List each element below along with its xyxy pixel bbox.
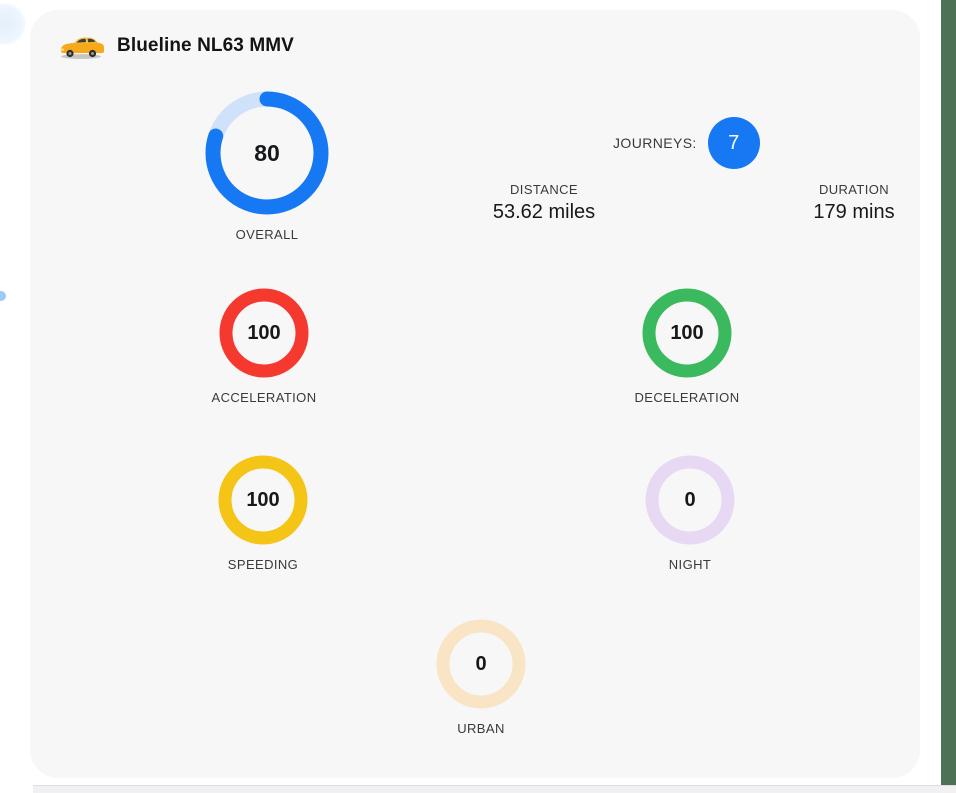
- gauge-night-value: 0: [684, 488, 696, 511]
- duration-stat: DURATION 179 mins: [774, 182, 934, 224]
- duration-value: 179 mins: [813, 201, 895, 223]
- gauge-acceleration-label: ACCELERATION: [211, 390, 317, 405]
- distance-label: DISTANCE: [510, 182, 578, 197]
- gauge-acceleration-value: 100: [247, 321, 281, 344]
- gauge-speeding-label: SPEEDING: [227, 557, 299, 572]
- gauge-urban-label: URBAN: [457, 721, 505, 736]
- gauge-urban-value: 0: [475, 652, 487, 675]
- bottom-edge-strip: [33, 785, 956, 793]
- vehicle-score-card: Blueline NL63 MMV JOURNEYS: 7 DISTANCE 5…: [30, 10, 920, 778]
- gauge-overall-ring: 80: [205, 91, 329, 215]
- edge-artifact-blob: [0, 3, 26, 45]
- distance-stat: DISTANCE 53.62 miles: [464, 182, 624, 224]
- gauge-overall-value: 80: [254, 139, 280, 166]
- gauge-speeding: 100 SPEEDING: [178, 455, 348, 572]
- edge-artifact-dot: [0, 291, 6, 301]
- journeys-badge: 7: [707, 117, 760, 169]
- gauge-speeding-ring: 100: [218, 455, 308, 545]
- right-edge-strip: [941, 0, 956, 786]
- gauge-speeding-value: 100: [246, 488, 280, 511]
- vehicle-header[interactable]: Blueline NL63 MMV: [58, 32, 294, 60]
- gauge-deceleration-value: 100: [670, 321, 704, 344]
- gauge-deceleration-label: DECELERATION: [634, 390, 740, 405]
- gauge-overall: 80 OVERALL: [182, 91, 352, 242]
- journeys-count: 7: [728, 131, 740, 154]
- gauge-acceleration: 100 ACCELERATION: [179, 288, 349, 405]
- gauge-urban-ring: 0: [436, 619, 526, 709]
- gauge-deceleration: 100 DECELERATION: [602, 288, 772, 405]
- vehicle-title: Blueline NL63 MMV: [117, 35, 294, 56]
- gauge-deceleration-ring: 100: [642, 288, 732, 378]
- gauge-night: 0 NIGHT: [605, 455, 775, 572]
- gauge-acceleration-ring: 100: [219, 288, 309, 378]
- gauge-night-ring: 0: [645, 455, 735, 545]
- gauge-night-label: NIGHT: [668, 557, 712, 572]
- car-icon: [60, 37, 104, 59]
- gauge-urban: 0 URBAN: [396, 619, 566, 736]
- journeys-row: JOURNEYS: 7: [613, 117, 760, 169]
- journeys-label: JOURNEYS:: [613, 135, 697, 151]
- gauge-overall-label: OVERALL: [235, 227, 299, 242]
- duration-label: DURATION: [818, 182, 890, 197]
- distance-value: 53.62 miles: [492, 201, 596, 223]
